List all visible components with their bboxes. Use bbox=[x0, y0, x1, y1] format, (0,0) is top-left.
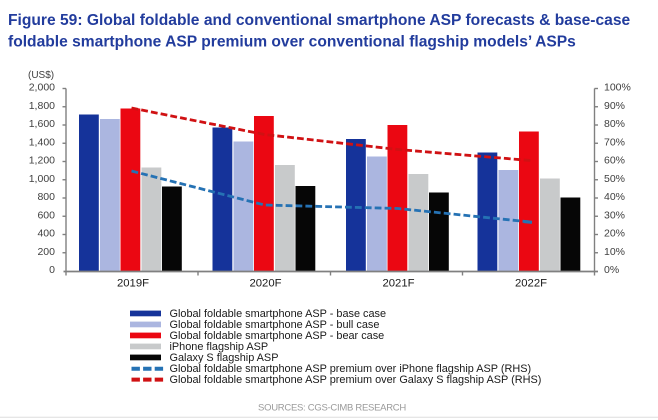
svg-text:Global foldable smartphone ASP: Global foldable smartphone ASP - base ca… bbox=[170, 308, 387, 320]
svg-text:2021F: 2021F bbox=[382, 278, 414, 290]
svg-text:600: 600 bbox=[37, 209, 55, 221]
svg-text:2019F: 2019F bbox=[117, 278, 149, 290]
svg-text:Global foldable smartphone ASP: Global foldable smartphone ASP - bull ca… bbox=[170, 319, 380, 331]
svg-text:0: 0 bbox=[49, 264, 55, 276]
svg-text:200: 200 bbox=[37, 246, 55, 258]
svg-text:20%: 20% bbox=[604, 228, 625, 240]
svg-text:Global foldable smartphone ASP: Global foldable smartphone ASP - bear ca… bbox=[170, 330, 385, 342]
svg-text:Global foldable smartphone ASP: Global foldable smartphone ASP premium o… bbox=[170, 363, 532, 375]
svg-text:2022F: 2022F bbox=[515, 278, 547, 290]
svg-text:Galaxy S flagship ASP: Galaxy S flagship ASP bbox=[170, 352, 279, 364]
svg-text:(US$): (US$) bbox=[28, 70, 54, 81]
svg-text:1,200: 1,200 bbox=[29, 155, 55, 167]
svg-text:iPhone flagship ASP: iPhone flagship ASP bbox=[170, 341, 269, 353]
svg-text:1,400: 1,400 bbox=[29, 136, 55, 148]
svg-text:1,800: 1,800 bbox=[29, 100, 55, 112]
svg-text:2020F: 2020F bbox=[249, 278, 281, 290]
svg-text:10%: 10% bbox=[604, 246, 625, 258]
svg-text:70%: 70% bbox=[604, 136, 625, 148]
svg-text:30%: 30% bbox=[604, 209, 625, 221]
svg-text:50%: 50% bbox=[604, 173, 625, 185]
svg-text:foldable smartphone ASP premiu: foldable smartphone ASP premium over con… bbox=[8, 33, 576, 50]
svg-text:100%: 100% bbox=[604, 82, 631, 94]
svg-text:40%: 40% bbox=[604, 191, 625, 203]
svg-text:2,000: 2,000 bbox=[29, 82, 55, 94]
svg-text:1,000: 1,000 bbox=[29, 173, 55, 185]
svg-text:90%: 90% bbox=[604, 100, 625, 112]
svg-text:0%: 0% bbox=[604, 264, 619, 276]
svg-text:SOURCES: CGS-CIMB RESEARCH: SOURCES: CGS-CIMB RESEARCH bbox=[258, 402, 406, 413]
svg-text:1,600: 1,600 bbox=[29, 118, 55, 130]
svg-text:80%: 80% bbox=[604, 118, 625, 130]
svg-text:400: 400 bbox=[37, 228, 55, 240]
svg-text:800: 800 bbox=[37, 191, 55, 203]
svg-text:Global foldable smartphone ASP: Global foldable smartphone ASP premium o… bbox=[170, 374, 542, 386]
svg-text:60%: 60% bbox=[604, 155, 625, 167]
svg-text:Figure 59: Global foldable and: Figure 59: Global foldable and conventio… bbox=[8, 12, 631, 29]
